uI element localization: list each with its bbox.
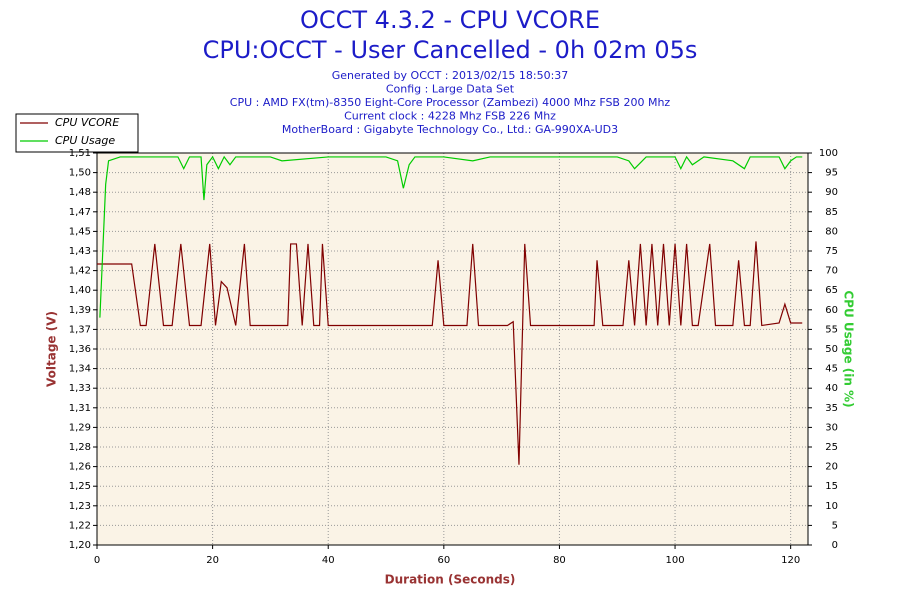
y2-tick-label: 55 [825,324,838,335]
y2-tick-label: 35 [825,403,838,414]
y-tick-label: 1,31 [69,403,91,414]
y-tick-label: 1,29 [69,422,91,433]
y2-tick-label: 40 [825,383,838,394]
y2-tick-label: 0 [832,540,838,551]
y-tick-label: 1,36 [69,344,91,355]
legend-box [15,113,139,153]
y-tick-label: 1,48 [69,187,91,198]
y2-tick-label: 15 [825,481,838,492]
legend-label: CPU VCORE [55,116,119,129]
y-tick-label: 1,23 [69,501,91,512]
y-tick-label: 1,22 [69,520,91,531]
y2-tick-label: 70 [825,266,838,277]
series-line [99,155,803,318]
y2-tick-label: 25 [825,442,838,453]
y-tick-label: 1,47 [69,207,91,218]
y2-tick-label: 75 [825,246,838,257]
x-tick-label: 20 [206,555,219,566]
y-tick-label: 1,50 [69,168,91,179]
y2-tick-label: 20 [825,462,838,473]
x-tick-label: 80 [553,555,566,566]
y-tick-label: 1,20 [69,540,91,551]
x-tick-label: 60 [437,555,450,566]
info-line: MotherBoard : Gigabyte Technology Co., L… [282,123,618,136]
y-tick-label: 1,28 [69,442,91,453]
y-tick-label: 1,37 [69,324,91,335]
y-tick-label: 1,39 [69,305,91,316]
series-line [97,241,803,465]
legend-label: CPU Usage [55,134,115,147]
info-line: Generated by OCCT : 2013/02/15 18:50:37 [332,69,569,82]
chart-title: OCCT 4.3.2 - CPU VCORE [300,6,600,34]
y-tick-label: 1,34 [69,364,91,375]
info-line: Config : Large Data Set [386,83,515,96]
plot-frame [96,152,809,546]
y-tick-label: 1,43 [69,246,91,257]
y-tick-label: 1,51 [69,148,91,159]
y2-tick-label: 60 [825,305,838,316]
y-tick-label: 1,45 [69,226,91,237]
chart-subtitle: CPU:OCCT - User Cancelled - 0h 02m 05s [203,36,698,64]
x-tick-label: 0 [94,555,100,566]
y2-tick-label: 85 [825,207,838,218]
y-tick-label: 1,25 [69,481,91,492]
y-tick-label: 1,26 [69,462,91,473]
y-tick-label: 1,33 [69,383,91,394]
info-line: Current clock : 4228 Mhz FSB 226 Mhz [344,110,556,123]
y2-tick-label: 80 [825,226,838,237]
y2-tick-label: 45 [825,364,838,375]
plot-area [97,153,808,545]
y2-tick-label: 50 [825,344,838,355]
y2-tick-label: 90 [825,187,838,198]
y2-tick-label: 65 [825,285,838,296]
x-tick-label: 120 [781,555,800,566]
y2-tick-label: 5 [832,520,838,531]
y2-axis-title: CPU Usage (in %) [842,290,856,407]
y-tick-label: 1,42 [69,266,91,277]
y-axis-title: Voltage (V) [45,311,59,387]
x-tick-label: 40 [322,555,335,566]
y2-tick-label: 95 [825,168,838,179]
y2-tick-label: 30 [825,422,838,433]
x-tick-label: 100 [666,555,685,566]
y2-tick-label: 10 [825,501,838,512]
y-tick-label: 1,40 [69,285,91,296]
x-axis-title: Duration (Seconds) [385,573,516,587]
info-line: CPU : AMD FX(tm)-8350 Eight-Core Process… [230,96,671,109]
y2-tick-label: 100 [819,148,838,159]
